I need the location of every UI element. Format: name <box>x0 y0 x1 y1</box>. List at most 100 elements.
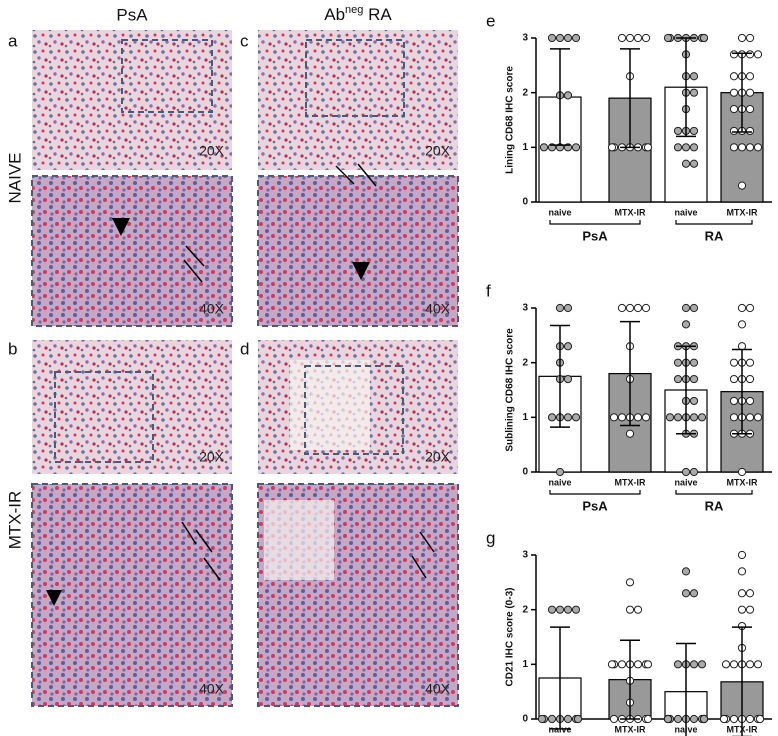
group-label: RA <box>705 498 724 513</box>
panel-letter: d <box>240 339 249 358</box>
x-tick-label: naive <box>674 477 697 487</box>
data-point <box>681 320 691 329</box>
magnification: 20X <box>199 449 225 465</box>
group-bracket <box>675 490 753 495</box>
arrowhead <box>352 262 370 280</box>
data-point <box>607 660 617 669</box>
data-point <box>745 33 755 43</box>
group-bracket <box>675 220 753 225</box>
y-tick-label: 0 <box>522 197 528 208</box>
data-point <box>729 143 739 152</box>
data-point <box>673 374 683 384</box>
image <box>257 175 459 327</box>
data-point <box>689 374 699 384</box>
data-point <box>625 303 635 313</box>
row-label: NAIVE <box>5 152 24 203</box>
data-point <box>547 605 557 614</box>
data-point <box>563 374 573 384</box>
data-point <box>737 33 747 43</box>
data-point <box>737 567 747 576</box>
image <box>258 30 458 170</box>
data-point <box>539 143 549 152</box>
x-tick-label: naive <box>674 207 697 217</box>
image <box>31 175 233 327</box>
data-point <box>745 413 755 422</box>
data-point <box>555 605 565 614</box>
data-point <box>571 33 581 43</box>
data-point <box>673 358 683 367</box>
data-point <box>689 72 699 81</box>
data-point <box>681 567 691 576</box>
data-point <box>633 413 643 422</box>
fat-area <box>290 360 370 450</box>
data-point <box>745 303 755 313</box>
data-point <box>571 605 581 614</box>
y-tick-label: 0 <box>522 714 528 725</box>
data-point <box>673 714 683 724</box>
zoom-box <box>121 39 213 113</box>
data-point <box>753 413 763 422</box>
zoom-box <box>304 365 404 455</box>
data-point <box>643 714 653 724</box>
data-point <box>625 429 635 438</box>
data-point <box>571 143 581 152</box>
image <box>32 30 232 170</box>
group-label: PsA <box>582 228 608 243</box>
y-tick-label: 3 <box>522 550 528 561</box>
row-label: MTX-IR <box>5 491 24 550</box>
data-point <box>563 714 573 724</box>
data-point <box>625 605 635 614</box>
data-point <box>547 33 557 43</box>
magnification: 20X <box>425 449 451 465</box>
data-point <box>571 413 581 422</box>
data-point <box>689 467 699 477</box>
y-tick-label: 3 <box>522 33 528 44</box>
y-axis-label: Lining CD68 IHC score <box>505 66 516 174</box>
data-point <box>609 413 619 422</box>
data-point <box>729 88 739 97</box>
data-point <box>745 660 755 669</box>
y-tick-label: 0 <box>522 467 528 478</box>
data-point <box>537 714 547 724</box>
data-point <box>753 143 763 152</box>
x-tick-label: MTX-IR <box>615 207 646 217</box>
y-axis-label: Sublining CD68 IHC score <box>505 328 516 452</box>
data-point <box>641 303 651 313</box>
data-point <box>737 320 747 329</box>
data-point <box>633 605 643 614</box>
data-point <box>689 589 699 598</box>
panel-letter: b <box>8 339 17 358</box>
magnification: 40X <box>199 301 225 317</box>
data-point <box>617 303 627 313</box>
data-point <box>563 303 573 313</box>
data-point <box>547 714 557 724</box>
data-point <box>625 578 635 587</box>
magnification: 40X <box>425 681 451 697</box>
magnification: 20X <box>425 143 451 159</box>
x-tick-label: naive <box>548 724 571 734</box>
data-point <box>745 605 755 614</box>
data-point <box>673 126 683 136</box>
group-label: RA <box>705 228 724 243</box>
data-point <box>745 50 755 59</box>
data-point <box>555 33 565 43</box>
y-axis-label: CD21 IHC score (0-3) <box>505 588 516 687</box>
y-tick-label: 1 <box>522 142 528 153</box>
x-tick-label: MTX-IR <box>615 724 646 734</box>
data-point <box>729 126 739 136</box>
zoom-box <box>54 371 154 463</box>
data-point <box>573 714 583 724</box>
data-point <box>673 660 683 669</box>
text: Ab <box>324 5 345 24</box>
data-point <box>633 33 643 43</box>
x-tick-label: naive <box>548 477 571 487</box>
x-tick-label: naive <box>674 724 697 734</box>
data-point <box>745 396 755 406</box>
data-point <box>745 143 755 152</box>
y-tick-label: 2 <box>522 357 528 368</box>
data-point <box>665 413 675 422</box>
x-tick-label: MTX-IR <box>727 477 758 487</box>
data-point <box>643 143 653 152</box>
magnification: 40X <box>199 681 225 697</box>
superscript: neg <box>345 4 363 16</box>
